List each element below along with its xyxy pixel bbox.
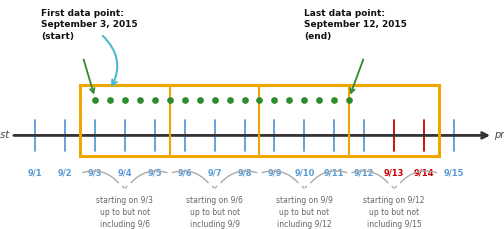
- Text: 9/1: 9/1: [28, 168, 42, 177]
- Text: 9/6: 9/6: [177, 168, 192, 177]
- Text: 9/10: 9/10: [294, 168, 314, 177]
- Text: First data point:
September 3, 2015
(start): First data point: September 3, 2015 (sta…: [41, 9, 138, 41]
- Bar: [80, 85, 439, 156]
- Text: 9/8: 9/8: [237, 168, 252, 177]
- Text: 9/12: 9/12: [354, 168, 374, 177]
- Text: starting on 9/12
up to but not
including 9/15: starting on 9/12 up to but not including…: [363, 196, 425, 229]
- Text: Last data point:
September 12, 2015
(end): Last data point: September 12, 2015 (end…: [304, 9, 407, 41]
- Text: 9/9: 9/9: [267, 168, 282, 177]
- Text: 9/3: 9/3: [88, 168, 102, 177]
- Text: 9/11: 9/11: [324, 168, 345, 177]
- Text: starting on 9/3
up to but not
including 9/6: starting on 9/3 up to but not including …: [96, 196, 153, 229]
- Text: 9/15: 9/15: [444, 168, 464, 177]
- Text: 9/5: 9/5: [147, 168, 162, 177]
- Text: 9/2: 9/2: [57, 168, 72, 177]
- Text: starting on 9/6
up to but not
including 9/9: starting on 9/6 up to but not including …: [186, 196, 243, 229]
- Text: 9/14: 9/14: [414, 168, 434, 177]
- Text: 9/13: 9/13: [384, 168, 404, 177]
- Text: past: past: [0, 131, 10, 140]
- Text: 9/4: 9/4: [117, 168, 132, 177]
- Text: starting on 9/9
up to but not
including 9/12: starting on 9/9 up to but not including …: [276, 196, 333, 229]
- Text: present: present: [494, 131, 504, 140]
- Text: 9/7: 9/7: [207, 168, 222, 177]
